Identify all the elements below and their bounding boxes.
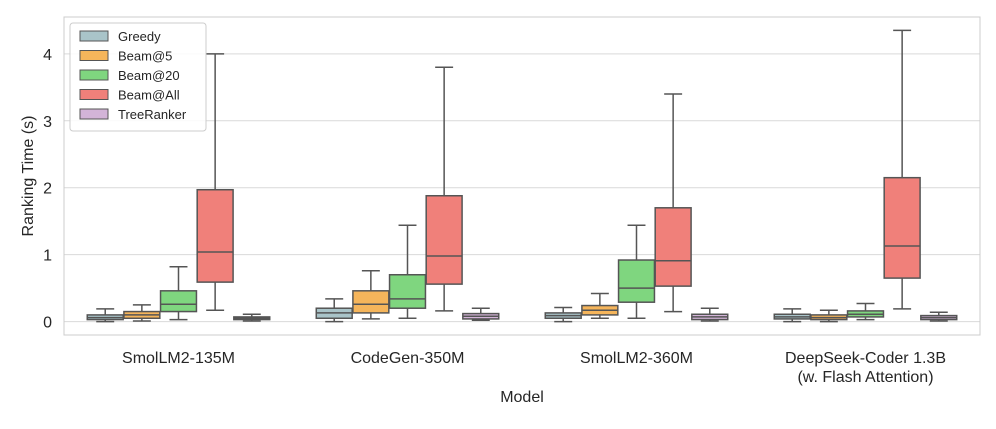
box-greedy <box>544 306 582 323</box>
legend: Greedy Beam@5 Beam@20 Beam@All TreeRanker <box>69 22 207 132</box>
legend-swatch <box>79 89 109 100</box>
legend-label: Beam@All <box>118 88 180 103</box>
box-iqr <box>883 176 921 279</box>
box-greedy <box>86 308 124 323</box>
legend-label: TreeRanker <box>118 107 187 122</box>
box-beam-5 <box>810 309 848 323</box>
box-beam-all <box>196 53 234 311</box>
y-tick-label: 1 <box>43 248 52 265</box>
legend-entry: Beam@All <box>79 88 180 103</box>
y-tick-label: 3 <box>43 114 52 131</box>
y-tick-label: 4 <box>43 47 52 64</box>
legend-label: Beam@20 <box>118 68 180 83</box>
legend-label: Beam@5 <box>118 49 172 64</box>
box-beam-20 <box>388 224 427 320</box>
x-tick-labels: SmolLM2-135M CodeGen-350M SmolLM2-360M Deep… <box>122 350 946 386</box>
box-beam-all <box>425 66 463 312</box>
box-beam-all <box>883 29 921 310</box>
box-iqr <box>654 207 692 287</box>
legend-label: Greedy <box>118 29 161 44</box>
x-tick-label: SmolLM2-360M <box>580 350 693 367</box>
box-iqr <box>617 259 656 303</box>
x-tick-label-line: SmolLM2-135M <box>122 350 235 367</box>
y-tick-labels: 0 1 2 3 4 <box>43 47 52 332</box>
box-beam-all <box>654 93 692 313</box>
legend-swatch <box>79 50 109 61</box>
legend-entry: Beam@20 <box>79 68 180 83</box>
legend-entry: Greedy <box>79 29 161 44</box>
x-tick-label: SmolLM2-135M <box>122 350 235 367</box>
legend-swatch <box>79 69 109 81</box>
box-iqr <box>388 273 427 309</box>
box-beam-20 <box>159 265 198 321</box>
box-treeranker <box>691 307 729 322</box>
y-tick-label: 2 <box>43 181 52 198</box>
box-iqr <box>159 290 198 313</box>
box-treeranker <box>233 313 271 322</box>
box-beam-20 <box>846 302 885 321</box>
x-tick-label-line: (w. Flash Attention) <box>797 369 933 386</box>
legend-entry: Beam@5 <box>79 49 172 64</box>
boxes <box>86 29 958 323</box>
box-iqr <box>196 188 234 283</box>
x-tick-label-line: CodeGen-350M <box>351 350 465 367</box>
box-iqr <box>352 290 390 314</box>
box-treeranker <box>462 307 500 322</box>
box-beam-5 <box>352 269 390 320</box>
x-axis-label: Model <box>500 389 544 406</box>
legend-swatch <box>79 30 109 42</box>
box-beam-5 <box>581 292 619 320</box>
box-beam-5 <box>123 304 161 322</box>
box-greedy <box>315 298 353 323</box>
box-greedy <box>773 308 811 323</box>
x-tick-label: CodeGen-350M <box>351 350 465 367</box>
legend-swatch <box>79 108 109 120</box>
x-tick-label-line: DeepSeek-Coder 1.3B <box>785 350 946 367</box>
y-axis-label: Ranking Time (s) <box>20 116 37 237</box>
plot-frame <box>63 16 981 336</box>
box-iqr <box>425 194 463 285</box>
box-treeranker <box>920 311 958 322</box>
legend-entry: TreeRanker <box>79 107 187 122</box>
x-tick-label-line: SmolLM2-360M <box>580 350 693 367</box>
y-tick-label: 0 <box>43 315 52 332</box>
x-tick-label: DeepSeek-Coder 1.3B (w. Flash Attention) <box>785 350 946 386</box>
box-beam-20 <box>617 224 656 320</box>
